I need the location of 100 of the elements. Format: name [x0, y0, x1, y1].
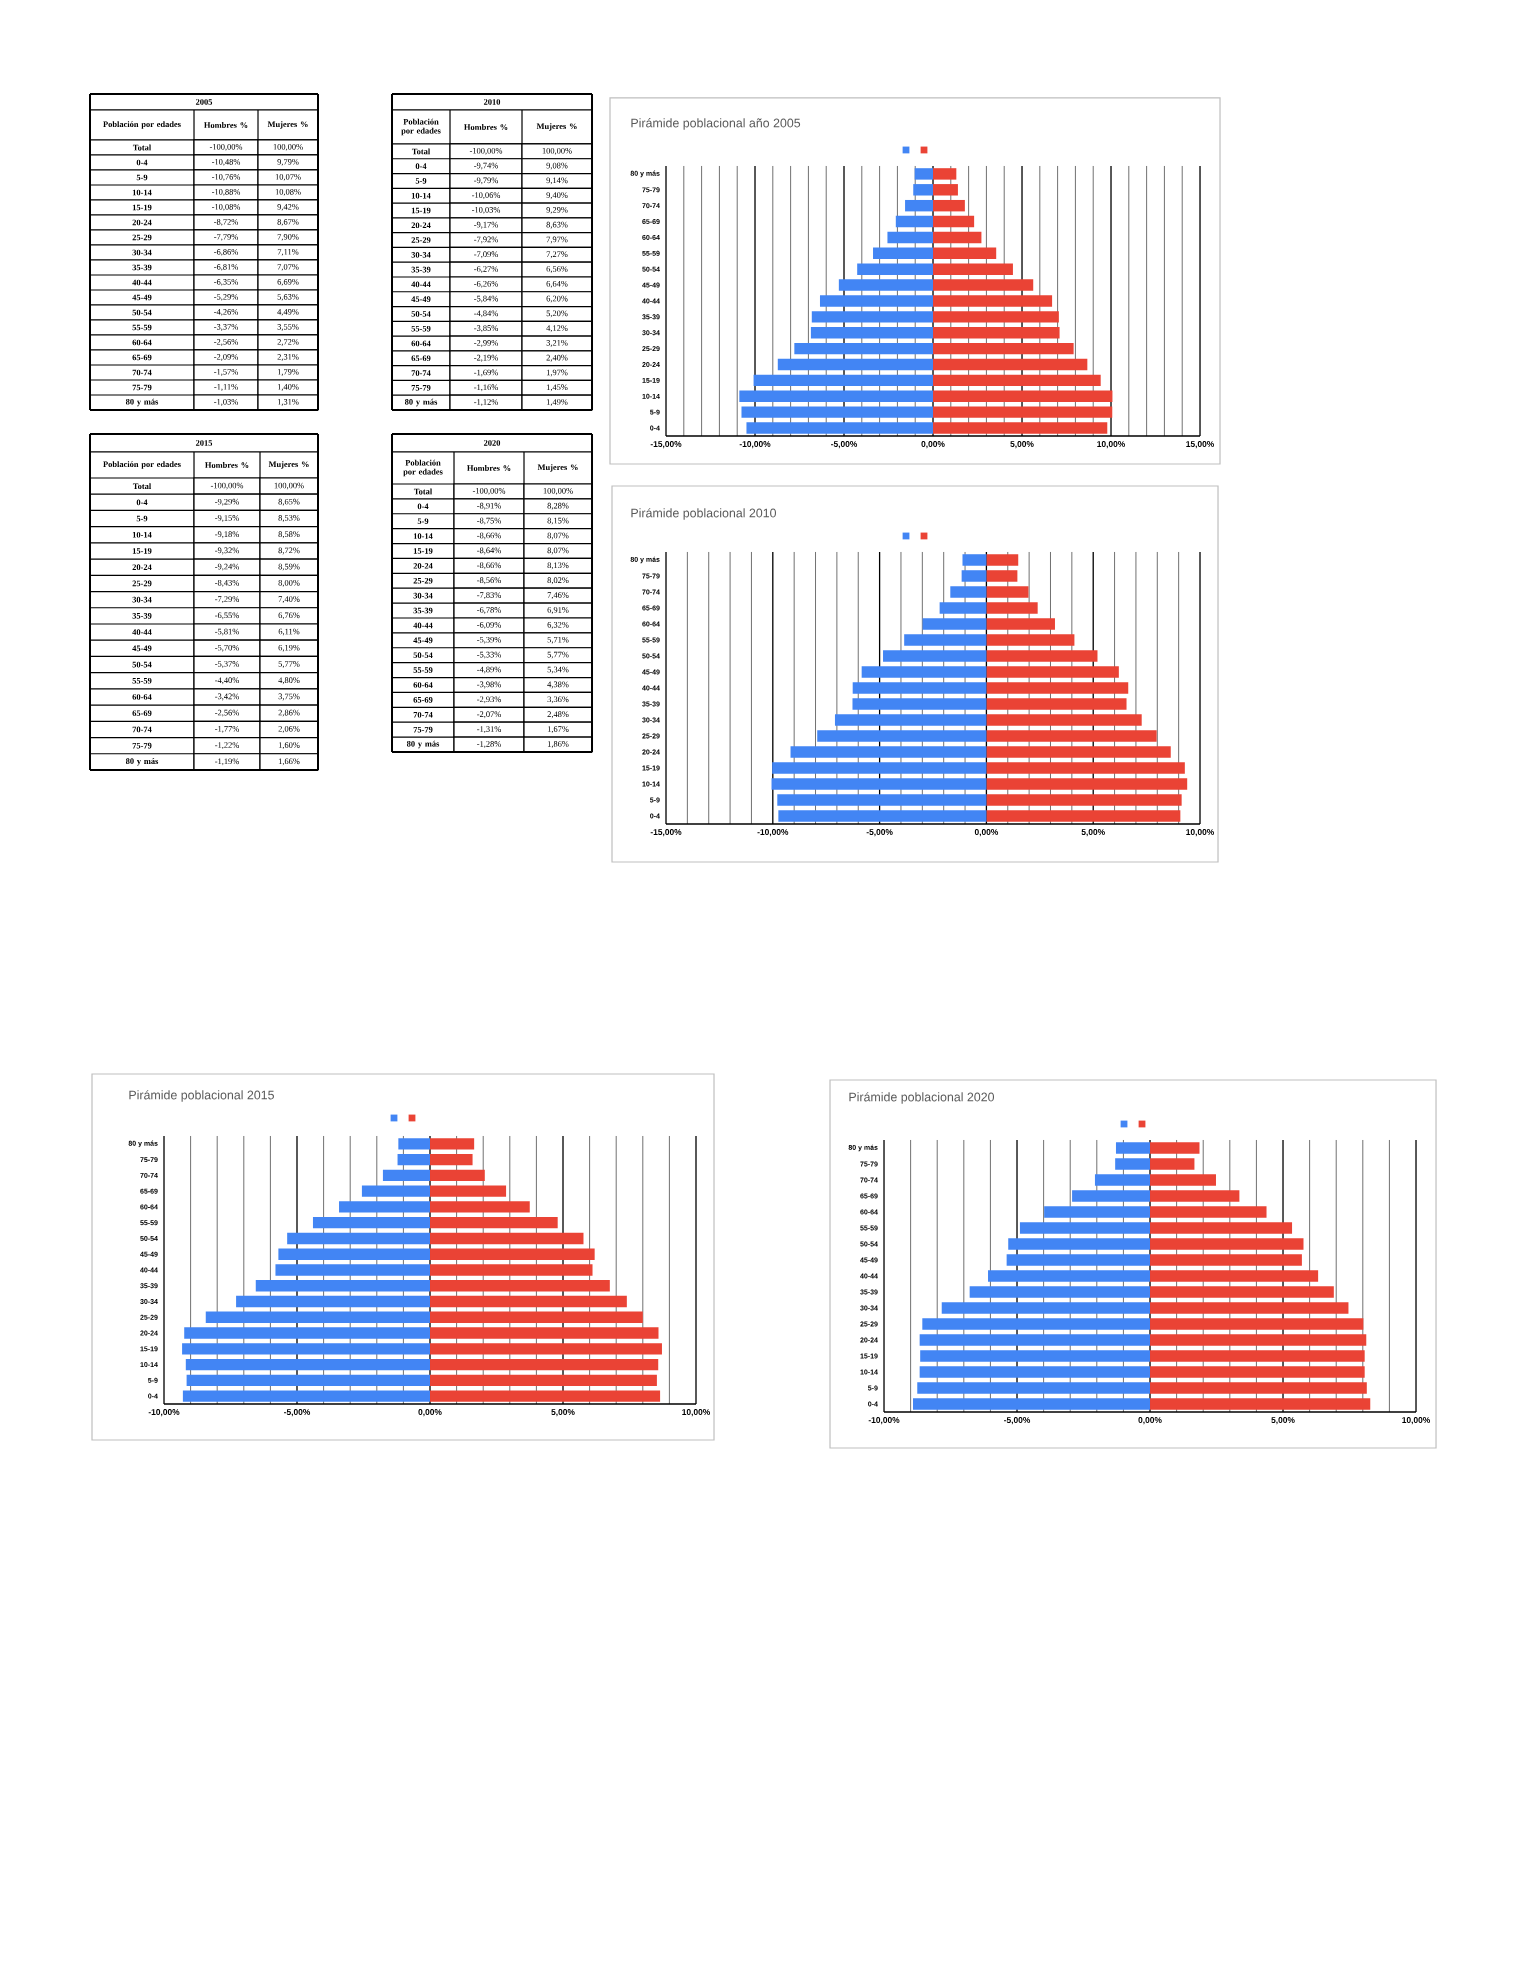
bar: [933, 327, 1060, 339]
bar: [887, 231, 934, 244]
bar: [986, 730, 1157, 742]
bar: [430, 1185, 507, 1197]
bar: [917, 1382, 1151, 1394]
bar: [430, 1169, 485, 1182]
bar: [933, 390, 1113, 402]
bar: [922, 618, 987, 630]
bar: [778, 810, 987, 822]
bar: [961, 570, 987, 582]
bar: [1150, 1158, 1195, 1170]
bar: [986, 666, 1119, 678]
bar: [430, 1311, 643, 1323]
bar: [339, 1201, 431, 1213]
bar: [913, 1398, 1151, 1410]
bar: [819, 295, 934, 307]
bar: [1150, 1190, 1240, 1202]
bar: [255, 1280, 431, 1292]
bar: [933, 358, 1088, 371]
bar: [382, 1169, 431, 1182]
bar: [1150, 1318, 1364, 1330]
bar: [1150, 1222, 1293, 1234]
bar: [933, 199, 965, 212]
bar: [1150, 1174, 1216, 1186]
bar: [430, 1201, 530, 1213]
bar: [1044, 1206, 1151, 1218]
bar: [950, 586, 987, 598]
bar: [430, 1327, 659, 1339]
bar: [430, 1138, 475, 1150]
bar: [430, 1153, 473, 1166]
bar: [986, 570, 1018, 582]
bar: [777, 358, 934, 371]
bar: [753, 374, 934, 387]
bar: [873, 247, 934, 260]
bar: [236, 1295, 431, 1308]
bar: [919, 1366, 1151, 1378]
bar: [933, 168, 957, 180]
bar: [969, 1286, 1151, 1298]
bar: [904, 634, 987, 646]
bar: [852, 698, 987, 710]
bar: [771, 778, 987, 790]
bar: [852, 682, 987, 694]
bar: [817, 730, 987, 742]
bar: [1150, 1382, 1367, 1394]
bar: [361, 1185, 431, 1197]
bar: [986, 602, 1038, 614]
bar: [1072, 1190, 1151, 1202]
bar: [1115, 1158, 1151, 1170]
bar: [986, 762, 1185, 774]
bar: [184, 1327, 431, 1339]
bar: [986, 554, 1019, 566]
bar: [275, 1264, 431, 1276]
bar: [861, 666, 987, 678]
bar: [430, 1374, 657, 1387]
bar: [811, 311, 934, 323]
bar: [962, 554, 987, 566]
bar: [777, 794, 987, 806]
bar: [838, 279, 934, 291]
bar: [278, 1248, 431, 1260]
bar: [1115, 1142, 1151, 1154]
bar: [1150, 1302, 1349, 1314]
bar: [430, 1390, 661, 1402]
bar: [430, 1343, 662, 1355]
bar: [986, 682, 1129, 694]
bar: [790, 746, 987, 758]
bar: [1150, 1142, 1200, 1154]
bar: [834, 714, 987, 726]
bar: [1150, 1334, 1367, 1346]
bar: [933, 406, 1113, 418]
bar: [933, 422, 1108, 434]
bar: [933, 215, 975, 228]
bar: [287, 1232, 431, 1245]
bar: [1150, 1270, 1319, 1282]
bar: [739, 390, 934, 402]
bar: [986, 650, 1098, 662]
bar: [933, 247, 997, 260]
bar: [746, 422, 934, 434]
bar: [919, 1334, 1151, 1346]
bar: [1150, 1206, 1267, 1218]
bar: [430, 1232, 584, 1245]
bar: [430, 1295, 627, 1308]
bar: [905, 199, 934, 212]
bar: [933, 295, 1053, 307]
bar: [986, 698, 1127, 710]
bar: [1006, 1254, 1151, 1266]
bar: [933, 311, 1059, 323]
bar: [914, 168, 934, 180]
bar: [986, 778, 1188, 790]
bar: [986, 714, 1142, 726]
bar: [1019, 1222, 1151, 1234]
bar: [772, 762, 987, 774]
bar: [1150, 1254, 1302, 1266]
bar: [810, 327, 934, 339]
bar: [182, 1343, 431, 1355]
bar: [939, 602, 987, 614]
bar: [933, 231, 982, 244]
bar: [1150, 1238, 1304, 1250]
bar: [986, 810, 1181, 822]
bar: [920, 1350, 1151, 1362]
bar: [312, 1217, 431, 1229]
